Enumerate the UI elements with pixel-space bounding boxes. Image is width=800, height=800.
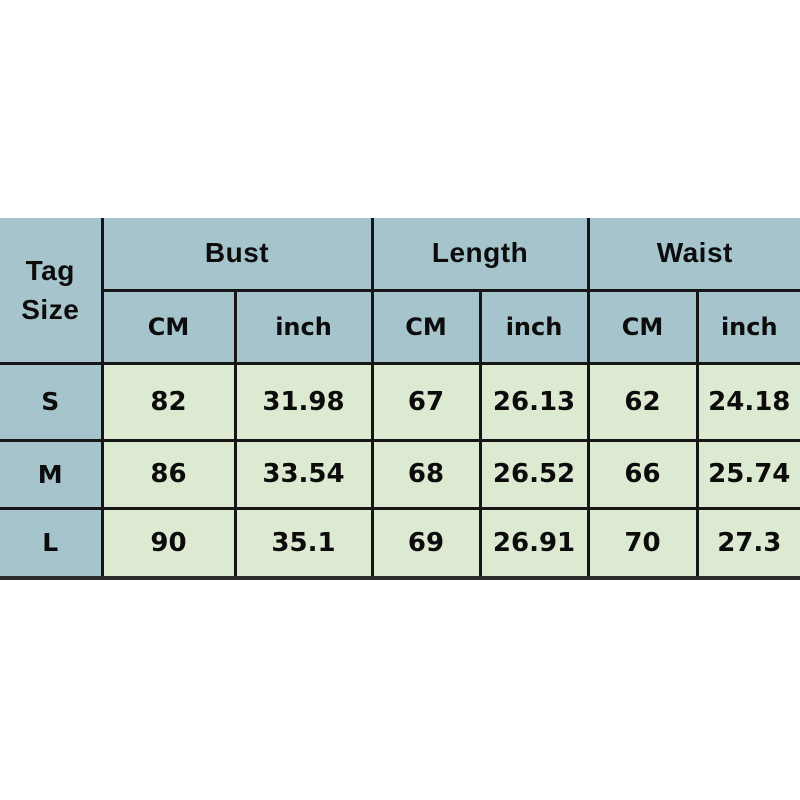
size-chart-table: Tag Size Bust Length Waist CM inch CM in… (0, 218, 800, 580)
group-header-bust: Bust (100, 218, 374, 292)
subheader-length-cm: CM (370, 288, 482, 365)
cell-s-bust-cm: 82 (100, 363, 237, 442)
cell-s-length-inch: 26.13 (478, 363, 590, 442)
group-header-row: Tag Size Bust Length Waist (0, 218, 800, 365)
row-label-m: M (0, 438, 104, 510)
cell-l-bust-inch: 35.1 (233, 506, 374, 580)
corner-header-tag-size: Tag Size (0, 218, 104, 365)
group-header-waist: Waist (586, 218, 800, 292)
cell-m-length-cm: 68 (370, 438, 482, 510)
cell-l-length-cm: 69 (370, 506, 482, 580)
subheader-length-inch: inch (478, 288, 590, 365)
cell-l-length-inch: 26.91 (478, 506, 590, 580)
cell-l-waist-inch: 27.3 (695, 506, 800, 580)
subheader-bust-inch: inch (233, 288, 374, 365)
cell-m-waist-cm: 66 (586, 438, 699, 510)
subheader-waist-inch: inch (695, 288, 800, 365)
cell-m-waist-inch: 25.74 (695, 438, 800, 510)
cell-m-bust-cm: 86 (100, 438, 237, 510)
cell-l-waist-cm: 70 (586, 506, 699, 580)
table-row-size-s: S 82 31.98 67 26.13 62 24.18 (0, 363, 800, 442)
corner-header-line2: Size (21, 293, 80, 325)
cell-s-bust-inch: 31.98 (233, 363, 374, 442)
table-row-size-l: L 90 35.1 69 26.91 70 27.3 (0, 506, 800, 580)
row-label-s: S (0, 363, 104, 442)
group-header-length: Length (370, 218, 590, 292)
cell-l-bust-cm: 90 (100, 506, 237, 580)
cell-s-waist-cm: 62 (586, 363, 699, 442)
table-row-size-m: M 86 33.54 68 26.52 66 25.74 (0, 438, 800, 510)
cell-s-length-cm: 67 (370, 363, 482, 442)
cell-m-bust-inch: 33.54 (233, 438, 374, 510)
subheader-waist-cm: CM (586, 288, 699, 365)
corner-header-line1: Tag (25, 254, 75, 286)
unit-header-row: CM inch CM inch CM inch (0, 288, 800, 365)
row-label-l: L (0, 506, 104, 580)
cell-s-waist-inch: 24.18 (695, 363, 800, 442)
cell-m-length-inch: 26.52 (478, 438, 590, 510)
subheader-bust-cm: CM (102, 288, 237, 365)
